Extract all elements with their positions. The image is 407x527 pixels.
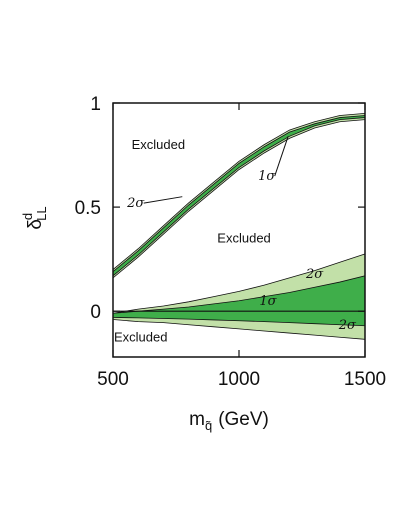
x-tick-label: 1000 (218, 369, 260, 390)
sigma-label: 1σ (258, 169, 276, 184)
x-tick-label: 500 (97, 369, 129, 390)
bands-layer (113, 113, 365, 340)
sigma-label: 2σ (126, 196, 145, 211)
excluded-label: Excluded (217, 230, 270, 245)
annotation-pointer (143, 196, 183, 204)
svg-text:δdLL: δdLL (20, 206, 49, 229)
y-tick-label: 0.5 (75, 198, 101, 219)
x-axis-label: mq̃ (GeV) (189, 409, 269, 433)
y-tick-label: 1 (90, 94, 101, 115)
sigma-label: 2σ (338, 318, 357, 333)
ticks-layer: 500 1000 1500 0 0.5 1 (75, 94, 387, 390)
band-lower-1sigma (113, 275, 365, 327)
annotations-layer: Excluded Excluded Excluded 2σ 1σ 2σ 1σ 2σ (114, 136, 357, 344)
band-upper-1sigma (113, 115, 365, 277)
y-tick-label: 0 (90, 302, 101, 323)
y-axis-label: δdLL (20, 206, 49, 229)
excluded-label: Excluded (114, 329, 167, 344)
excluded-label: Excluded (132, 137, 185, 152)
annotation-pointer (274, 136, 289, 177)
x-tick-label: 1500 (344, 369, 386, 390)
sigma-label: 2σ (305, 267, 324, 282)
sigma-label: 1σ (259, 294, 277, 309)
band-upper-2sigma (113, 113, 365, 279)
